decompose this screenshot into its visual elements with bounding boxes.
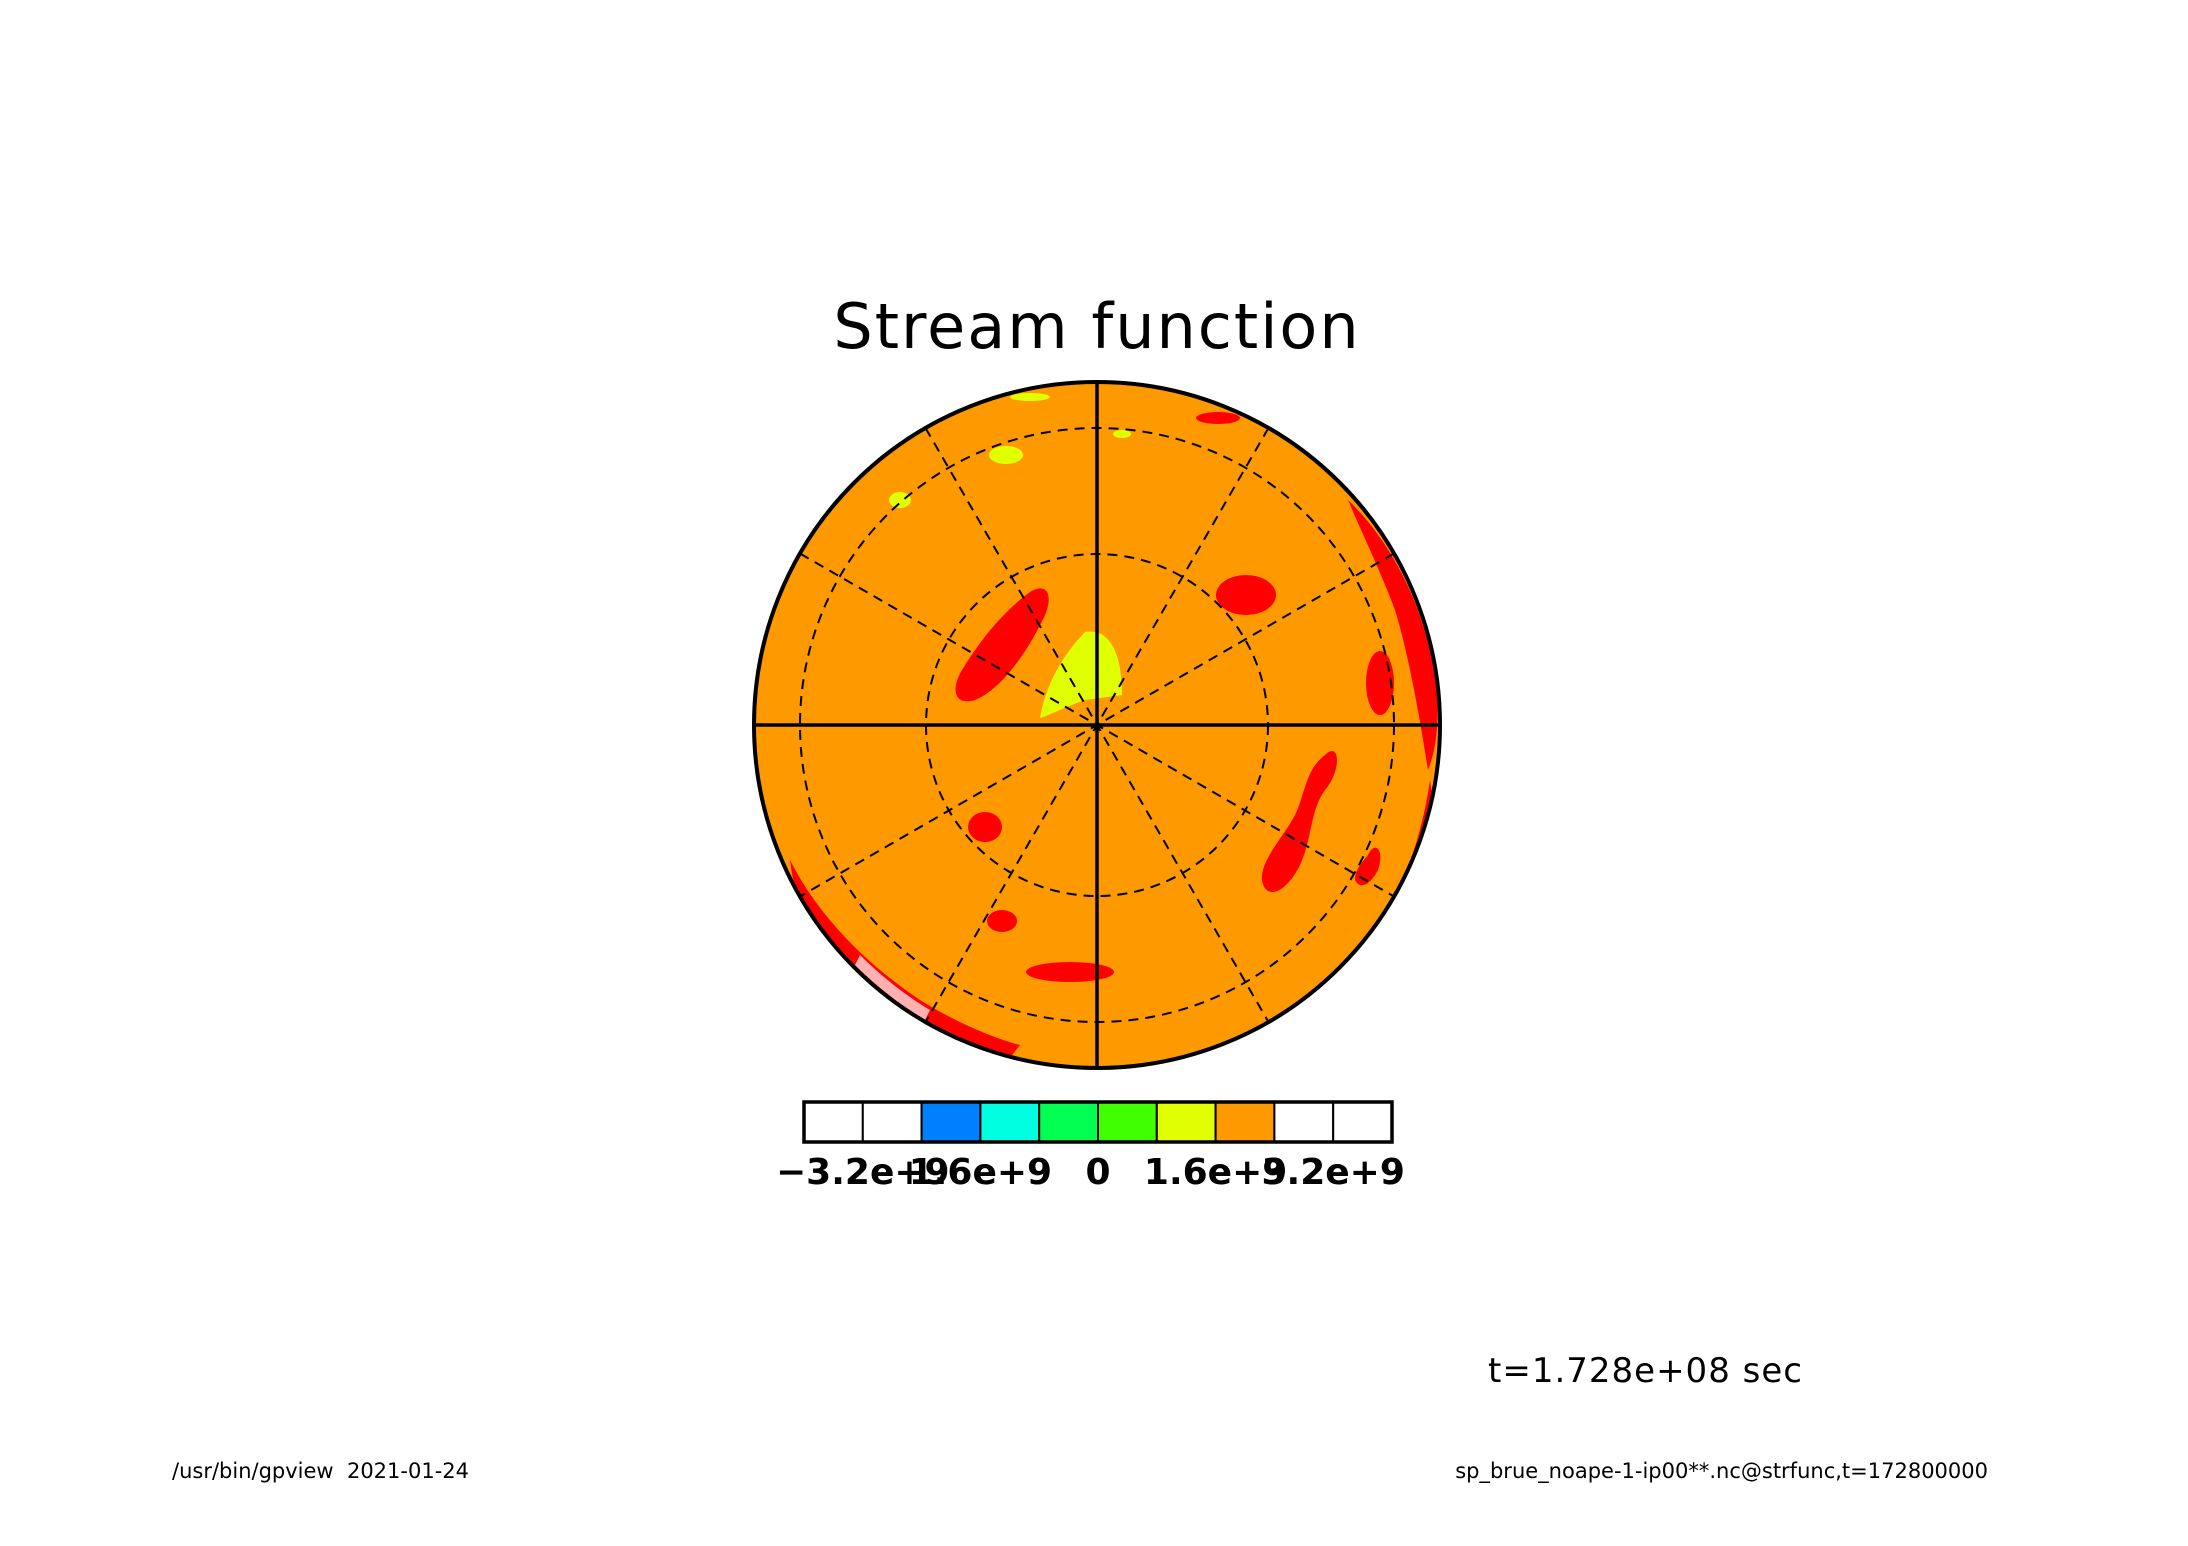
contour-low-region [889, 492, 911, 508]
contour-high-region [987, 910, 1017, 932]
colorbar-bin [1332, 1101, 1393, 1143]
footer-right: sp_brue_noape-1-ip00**.nc@strfunc,t=1728… [1455, 1459, 1988, 1484]
contour-low-region [1040, 631, 1122, 718]
colorbar-tick-label: −3.2e+9 [776, 1152, 950, 1193]
colorbar-bin [861, 1101, 923, 1143]
colorbar-tick-labels: −3.2e+91.6e+9 0 1.6e+93.2e+9 [776, 1152, 1405, 1193]
contour-extreme-region [855, 955, 930, 1020]
contour-high-region [1196, 412, 1240, 424]
contour-high-region [968, 812, 1002, 842]
colorbar-bin [1097, 1101, 1158, 1143]
chart-title: Stream function [833, 290, 1360, 363]
contour-low-region [1113, 430, 1131, 438]
colorbar: −3.2e+91.6e+9 0 1.6e+93.2e+9 [776, 1100, 1405, 1193]
contour-high-region [1366, 651, 1394, 715]
contour-high-region [1216, 575, 1276, 615]
colorbar-bin [1214, 1101, 1276, 1143]
polar-map [752, 380, 1442, 1070]
colorbar-bin [803, 1101, 864, 1143]
contour-low-region [989, 446, 1023, 464]
map-outline [752, 380, 1442, 1070]
contour-low-region [1010, 393, 1050, 401]
contour-high-region [1026, 962, 1114, 982]
contour-high-region [1261, 750, 1338, 892]
colorbar-bin [1155, 1101, 1217, 1143]
colorbar-tick-label: 0 [1085, 1152, 1110, 1193]
colorbar-bins [803, 1101, 1393, 1143]
colorbar-bin [1273, 1101, 1335, 1143]
contour-high-region [1355, 847, 1381, 886]
contour-high-region [1348, 500, 1438, 770]
colorbar-tick-label: 1.6e+9 [909, 1152, 1052, 1193]
footer-left: /usr/bin/gpview 2021-01-24 [172, 1459, 469, 1483]
colorbar-bin [1038, 1101, 1099, 1143]
colorbar-frame [802, 1100, 1394, 1144]
colorbar-bin [920, 1101, 982, 1143]
time-label: t=1.728e+08 sec [1488, 1351, 1803, 1391]
colorbar-tick-label: 1.6e+9 [1144, 1152, 1287, 1193]
colorbar-bin [979, 1101, 1041, 1143]
colorbar-tick-label: 3.2e+9 [1261, 1152, 1404, 1193]
contour-high-region [955, 588, 1049, 702]
